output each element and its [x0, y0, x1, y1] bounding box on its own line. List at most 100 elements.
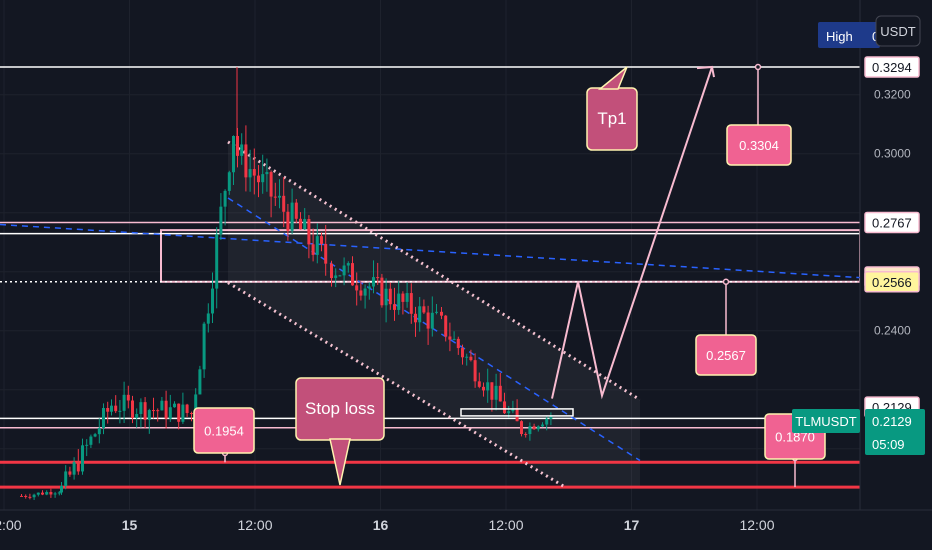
- candle-body: [68, 471, 72, 475]
- candle-body: [405, 293, 409, 302]
- candle-body: [194, 394, 198, 414]
- candle-body: [135, 413, 139, 419]
- price-tag-text: 0.3294: [872, 60, 912, 75]
- candle-body: [49, 492, 53, 495]
- current-price-text: 0.2129: [872, 414, 912, 429]
- candle-body: [269, 172, 273, 197]
- price-label-text: 0.2567: [706, 348, 746, 363]
- time-axis[interactable]: [0, 510, 932, 550]
- channel-fill: [228, 141, 640, 488]
- candle-body: [28, 496, 32, 498]
- candle-body: [114, 405, 118, 412]
- candle-body: [338, 275, 342, 277]
- candle-body: [265, 172, 269, 175]
- candle-body: [223, 190, 227, 207]
- candle-body: [286, 211, 290, 231]
- candle-body: [363, 288, 367, 296]
- candle-body: [503, 401, 506, 414]
- candle-body: [93, 434, 97, 437]
- candle-body: [185, 404, 189, 414]
- consolidation-box: [460, 408, 574, 417]
- x-tick-label: 16: [373, 517, 389, 533]
- candle-body: [435, 311, 438, 313]
- symbol-tag: [792, 409, 860, 433]
- candle-body: [53, 493, 57, 495]
- x-tick-label: 12:00: [237, 517, 272, 533]
- high-badge: [818, 22, 880, 48]
- candle-body: [257, 175, 260, 183]
- candle-body: [24, 495, 28, 497]
- candle-body: [198, 369, 202, 395]
- candle-body: [507, 411, 511, 414]
- candle-body: [315, 236, 319, 255]
- currency-button[interactable]: [875, 15, 921, 47]
- candle-body: [414, 313, 417, 323]
- tp1-callout-text: Tp1: [597, 109, 626, 128]
- candle-body: [448, 336, 452, 340]
- price-tag: [864, 211, 920, 234]
- candle-body: [57, 492, 61, 494]
- candle-body: [110, 405, 113, 412]
- tp1-callout-pointer: [597, 66, 628, 90]
- candle-body: [444, 315, 448, 337]
- candle-body: [307, 218, 311, 245]
- price-label-box: [695, 334, 757, 376]
- candle-body: [549, 416, 553, 419]
- candle-body: [206, 313, 210, 324]
- candle-body: [393, 304, 396, 310]
- candle-body: [541, 424, 544, 427]
- candle-body: [367, 286, 371, 289]
- candle-body: [227, 172, 231, 191]
- candle-body: [118, 410, 122, 412]
- candle-body: [36, 492, 40, 495]
- candle-body: [469, 356, 473, 361]
- candle-body: [482, 386, 485, 391]
- x-tick-label: 12:00: [488, 517, 523, 533]
- candle-body: [232, 135, 235, 173]
- candle-body: [160, 400, 164, 411]
- x-tick-label: 15: [122, 517, 138, 533]
- candle-body: [122, 394, 126, 411]
- candle-body: [41, 492, 44, 495]
- label-anchor-dot: [754, 63, 762, 71]
- candle-body: [252, 169, 256, 176]
- candle-body: [397, 293, 401, 310]
- candle-body: [219, 206, 223, 235]
- candle-body: [177, 403, 181, 422]
- candle-body: [81, 445, 84, 472]
- candle-body: [261, 174, 265, 183]
- candle-body: [430, 312, 434, 329]
- x-tick-label: 12:00: [0, 517, 22, 533]
- candle-body: [273, 196, 277, 198]
- candle-body: [240, 144, 244, 156]
- candle-body: [190, 413, 193, 415]
- high-badge-text: High: [826, 29, 853, 44]
- candle-body: [85, 444, 89, 446]
- price-label-text: 0.3304: [739, 138, 779, 153]
- y-tick-label: 0.3200: [874, 88, 911, 102]
- candle-body: [131, 400, 134, 419]
- candle-body: [477, 381, 481, 387]
- x-tick-label: 17: [624, 517, 640, 533]
- current-price-tag: [865, 409, 925, 455]
- candle-body: [465, 356, 469, 358]
- candle-body: [143, 402, 147, 420]
- candle-body: [359, 290, 363, 296]
- candle-body: [380, 277, 384, 306]
- candle-body: [490, 382, 494, 400]
- y-tick-label: 0.2400: [874, 324, 911, 338]
- candle-body: [372, 277, 375, 287]
- candle-body: [545, 418, 549, 425]
- candle-body: [102, 407, 105, 428]
- price-tag-text: 0.2566: [872, 275, 912, 290]
- trend-line-blue-upper: [0, 223, 861, 279]
- candle-body: [156, 410, 160, 412]
- price-label-box: [726, 124, 792, 166]
- candle-body: [211, 288, 214, 314]
- price-label-text: 0.1870: [775, 430, 815, 445]
- x-tick-label: 12:00: [739, 517, 774, 533]
- candle-body: [536, 426, 540, 430]
- projection-path: [551, 66, 713, 400]
- candle-body: [511, 409, 515, 412]
